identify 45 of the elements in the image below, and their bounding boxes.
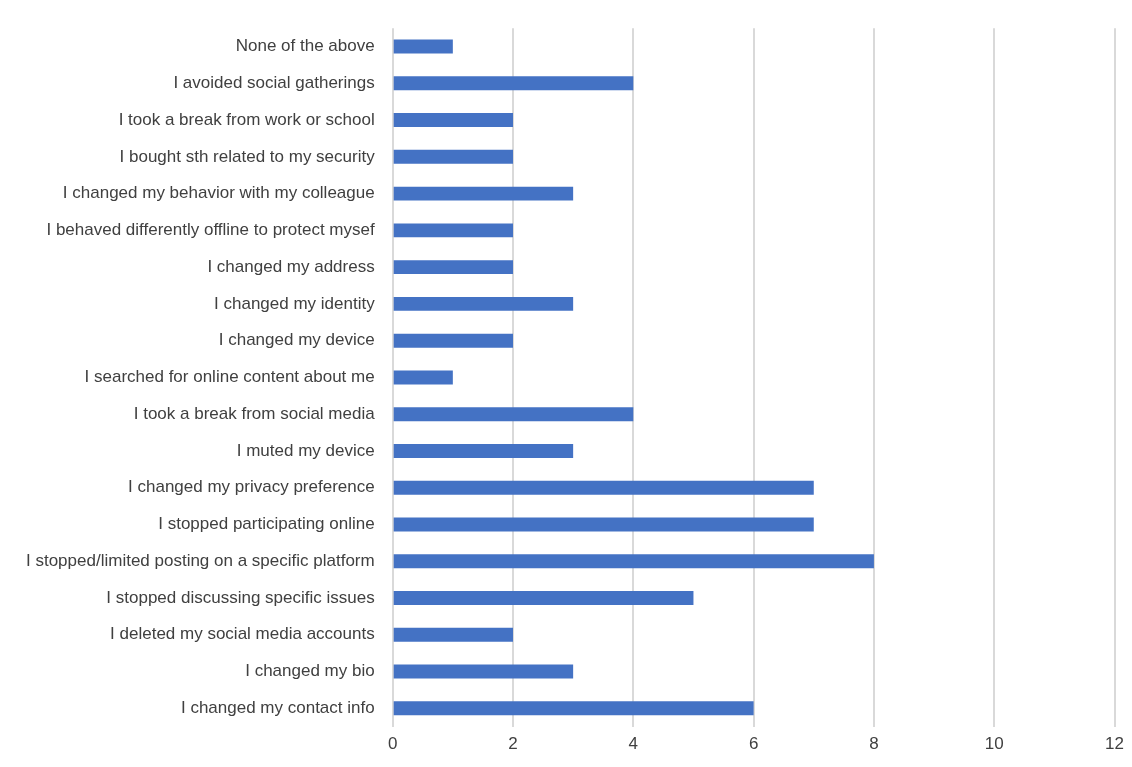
bar (393, 186, 574, 201)
bar (393, 370, 453, 385)
bar (393, 223, 513, 238)
y-tick-label: I muted my device (236, 440, 375, 460)
y-tick-label: I changed my identity (214, 293, 376, 313)
bar (393, 76, 634, 91)
y-tick-label: I changed my address (207, 256, 375, 276)
y-tick-label: I searched for online content about me (84, 367, 375, 387)
bar (393, 480, 814, 495)
y-tick-label: I stopped discussing specific issues (106, 587, 375, 607)
x-tick-label: 10 (984, 734, 1004, 754)
bar (393, 407, 634, 422)
bar (393, 627, 513, 642)
y-tick-label: I changed my bio (245, 661, 375, 681)
y-tick-label: I stopped/limited posting on a specific platform (26, 550, 375, 570)
y-tick-label: I changed my privacy preference (128, 477, 375, 497)
bar (393, 590, 694, 605)
y-tick-label: I stopped participating online (158, 514, 375, 534)
bar (393, 39, 453, 54)
y-tick-label: I avoided social gatherings (173, 73, 375, 93)
bar (393, 443, 574, 458)
x-tick-label: 0 (387, 734, 398, 754)
x-tick-label: 8 (869, 734, 879, 754)
y-tick-label: I took a break from social media (133, 403, 376, 423)
y-tick-label: I bought sth related to my security (119, 146, 376, 166)
bar (393, 701, 754, 716)
bar (393, 296, 574, 311)
bar (393, 260, 513, 275)
y-tick-label: I took a break from work or school (118, 109, 375, 129)
bar (393, 149, 513, 164)
bar (393, 517, 814, 532)
y-tick-label: I behaved differently offline to protect mysef (46, 220, 375, 240)
bar (393, 333, 513, 348)
y-tick-label: I changed my behavior with my colleague (62, 183, 375, 203)
bar (393, 113, 513, 128)
x-tick-label: 2 (508, 734, 518, 754)
x-tick-label: 12 (1105, 734, 1125, 754)
x-tick-label: 4 (628, 734, 639, 754)
x-tick-label: 6 (748, 734, 759, 754)
y-tick-label: I deleted my social media accounts (110, 624, 375, 644)
y-tick-label: I changed my device (218, 330, 375, 350)
bar (393, 554, 874, 569)
bar (393, 664, 574, 679)
y-tick-label: None of the above (235, 36, 375, 56)
y-tick-label: I changed my contact info (180, 697, 375, 717)
